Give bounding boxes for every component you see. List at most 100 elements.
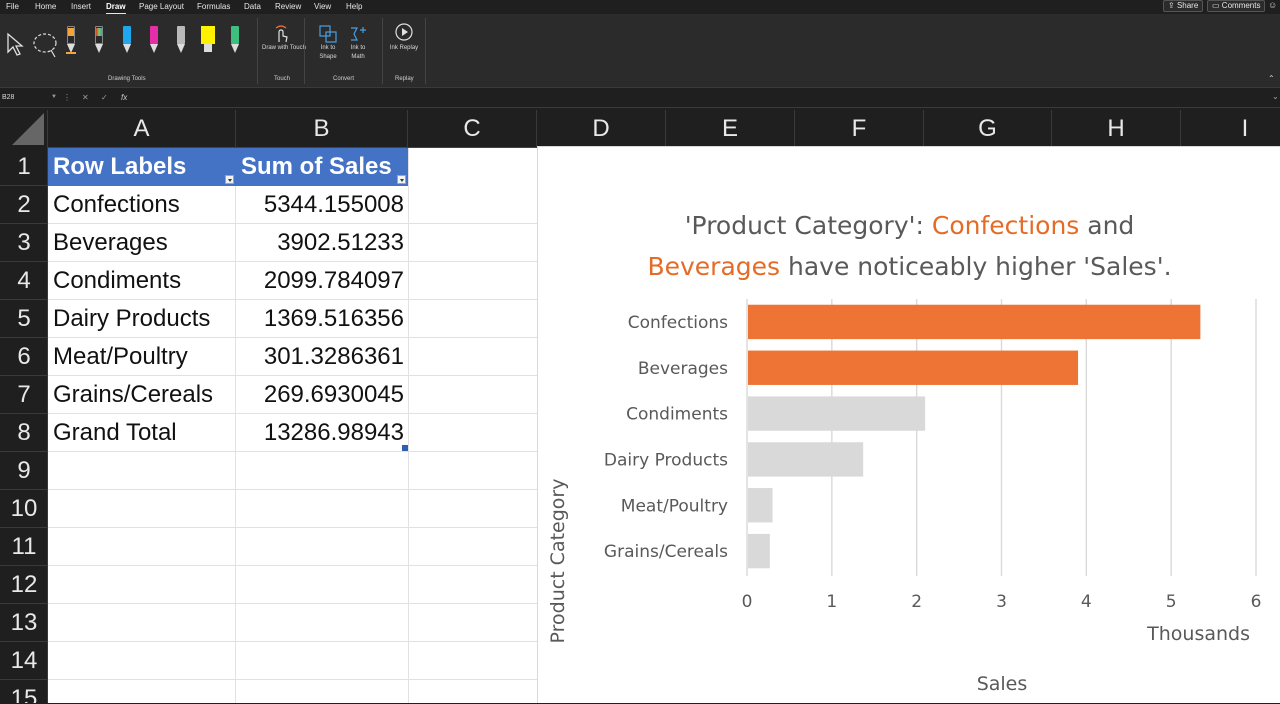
gridline bbox=[235, 148, 236, 703]
sales-value-cell[interactable]: 2099.784097 bbox=[263, 267, 404, 294]
column-header-c[interactable]: C bbox=[408, 110, 537, 148]
filter-dropdown-icon[interactable] bbox=[225, 175, 234, 184]
pivot-header-sum-of-sales[interactable]: Sum of Sales bbox=[236, 148, 408, 186]
share-button[interactable]: ⇪ Share bbox=[1163, 0, 1204, 12]
sales-value-cell[interactable]: 3902.51233 bbox=[277, 229, 404, 256]
name-box[interactable]: B28 bbox=[0, 91, 60, 104]
row-header-10[interactable]: 10 bbox=[0, 490, 48, 528]
row-header-4[interactable]: 4 bbox=[0, 262, 48, 300]
column-header-a[interactable]: A bbox=[48, 110, 236, 148]
sales-value-cell[interactable]: 301.3286361 bbox=[263, 343, 404, 370]
enter-icon[interactable]: ✓ bbox=[101, 93, 108, 102]
row-header-13[interactable]: 13 bbox=[0, 604, 48, 642]
pivot-header-row-labels[interactable]: Row Labels bbox=[48, 148, 236, 186]
pen-blue-icon[interactable] bbox=[122, 26, 132, 54]
grand-total-value-cell[interactable]: 13286.98943 bbox=[263, 419, 404, 446]
row-header-14[interactable]: 14 bbox=[0, 642, 48, 680]
draw-with-touch-icon[interactable] bbox=[272, 24, 290, 44]
comments-button[interactable]: ▭ Comments bbox=[1207, 0, 1266, 12]
bar[interactable] bbox=[748, 488, 773, 523]
tab-page-layout[interactable]: Page Layout bbox=[139, 2, 184, 11]
tab-draw[interactable]: Draw bbox=[106, 2, 126, 15]
select-all-corner[interactable] bbox=[0, 110, 48, 148]
bar[interactable] bbox=[748, 396, 926, 431]
pen-green-icon[interactable] bbox=[94, 26, 104, 54]
gridline bbox=[408, 148, 409, 703]
insert-function-icon[interactable]: fx bbox=[121, 93, 128, 102]
expand-formula-bar-icon[interactable]: ⌄ bbox=[1272, 92, 1279, 101]
sales-value-cell[interactable]: 1369.516356 bbox=[263, 305, 404, 332]
column-header-i[interactable]: I bbox=[1181, 110, 1280, 148]
column-header-g[interactable]: G bbox=[924, 110, 1052, 148]
bar[interactable] bbox=[748, 350, 1079, 385]
row-header-5[interactable]: 5 bbox=[0, 300, 48, 338]
ink-to-shape-icon[interactable] bbox=[318, 24, 338, 44]
sales-value-cell[interactable]: 269.6930045 bbox=[263, 381, 404, 408]
tab-formulas[interactable]: Formulas bbox=[197, 2, 231, 11]
bar-chart[interactable]: 'Product Category': Confections and Bever… bbox=[537, 146, 1280, 703]
bar[interactable] bbox=[748, 442, 864, 477]
group-label-replay: Replay bbox=[395, 76, 414, 82]
row-header-12[interactable]: 12 bbox=[0, 566, 48, 604]
pivot-header-label: Sum of Sales bbox=[241, 153, 392, 180]
name-box-dropdown-icon[interactable]: ▼ bbox=[51, 94, 57, 100]
row-label-cell[interactable]: Grains/Cereals bbox=[53, 381, 214, 408]
pen-magenta-icon[interactable] bbox=[149, 26, 159, 54]
chart-title-part: have noticeably higher 'Sales'. bbox=[780, 252, 1172, 281]
selection-fill-handle[interactable] bbox=[402, 445, 408, 451]
draw-with-touch-button[interactable]: Draw with Touch bbox=[262, 45, 306, 51]
cancel-icon[interactable]: ✕ bbox=[82, 93, 89, 102]
tab-view[interactable]: View bbox=[314, 2, 332, 11]
comment-icon: ▭ bbox=[1212, 1, 1220, 10]
bar[interactable] bbox=[748, 304, 1201, 340]
tab-file[interactable]: File bbox=[6, 2, 19, 11]
ink-replay-icon[interactable] bbox=[394, 22, 414, 42]
chart-title[interactable]: 'Product Category': Confections and Bever… bbox=[538, 205, 1280, 287]
bar[interactable] bbox=[748, 533, 770, 569]
row-header-8[interactable]: 8 bbox=[0, 414, 48, 452]
ink-to-math-icon[interactable] bbox=[348, 24, 368, 44]
pen-orange-icon[interactable] bbox=[66, 26, 76, 54]
row-label-cell[interactable]: Meat/Poultry bbox=[53, 343, 188, 370]
tab-data[interactable]: Data bbox=[244, 2, 261, 11]
pen-tip bbox=[123, 44, 131, 53]
row-header-1[interactable]: 1 bbox=[0, 148, 48, 186]
column-header-h[interactable]: H bbox=[1052, 110, 1181, 148]
tab-home[interactable]: Home bbox=[35, 2, 57, 11]
select-arrow-icon[interactable] bbox=[6, 32, 24, 56]
x-axis-title[interactable]: Sales bbox=[976, 673, 1028, 695]
smiley-icon[interactable]: ☺ bbox=[1268, 0, 1278, 10]
grand-total-label-cell[interactable]: Grand Total bbox=[53, 419, 177, 446]
pen-gray-icon[interactable] bbox=[176, 26, 186, 54]
collapse-ribbon-icon[interactable]: ⌃ bbox=[1268, 74, 1275, 83]
lasso-select-icon[interactable] bbox=[32, 32, 60, 58]
formula-input[interactable] bbox=[140, 91, 1270, 104]
column-header-e[interactable]: E bbox=[666, 110, 795, 148]
row-label-cell[interactable]: Confections bbox=[53, 191, 180, 218]
row-header-15[interactable]: 15 bbox=[0, 680, 48, 703]
highlighter-yellow-icon[interactable] bbox=[201, 26, 215, 44]
row-header-3[interactable]: 3 bbox=[0, 224, 48, 262]
row-header-2[interactable]: 2 bbox=[0, 186, 48, 224]
tab-review[interactable]: Review bbox=[275, 2, 302, 11]
row-header-7[interactable]: 7 bbox=[0, 376, 48, 414]
pen-green-action-icon[interactable] bbox=[230, 26, 240, 54]
tab-insert[interactable]: Insert bbox=[71, 2, 92, 11]
row-label-cell[interactable]: Condiments bbox=[53, 267, 182, 294]
filter-dropdown-icon[interactable] bbox=[397, 175, 406, 184]
ink-replay-button[interactable]: Ink Replay bbox=[389, 45, 419, 51]
row-header-11[interactable]: 11 bbox=[0, 528, 48, 566]
tab-help[interactable]: Help bbox=[346, 2, 363, 11]
display-units-label[interactable]: Thousands bbox=[1147, 623, 1250, 645]
row-label-cell[interactable]: Beverages bbox=[53, 229, 168, 256]
row-header-9[interactable]: 9 bbox=[0, 452, 48, 490]
column-header-b[interactable]: B bbox=[236, 110, 408, 148]
menu-bar: File Home Insert Draw Page Layout Formul… bbox=[0, 0, 1280, 15]
row-header-6[interactable]: 6 bbox=[0, 338, 48, 376]
column-header-f[interactable]: F bbox=[795, 110, 924, 148]
column-header-d[interactable]: D bbox=[537, 110, 666, 148]
row-label-cell[interactable]: Dairy Products bbox=[53, 305, 211, 332]
ink-to-math-button[interactable]: Ink to Math bbox=[350, 45, 366, 60]
sales-value-cell[interactable]: 5344.155008 bbox=[263, 191, 404, 218]
ink-to-shape-button[interactable]: Ink to Shape bbox=[319, 45, 337, 60]
